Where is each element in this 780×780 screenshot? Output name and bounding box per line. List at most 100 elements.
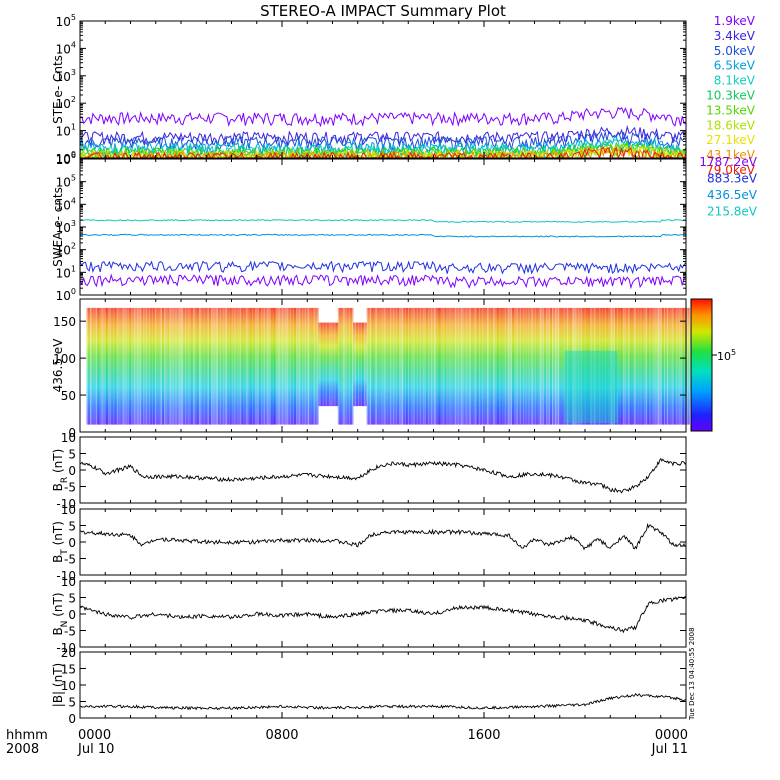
ytick-label: 0: [68, 464, 76, 478]
pad-strip: [413, 307, 416, 425]
pad-strip: [536, 307, 539, 425]
br-frame: [79, 436, 687, 504]
pad-strip: [306, 307, 309, 425]
pad-strip: [501, 307, 504, 425]
pad-strip: [595, 307, 598, 425]
pad-strip: [480, 307, 483, 425]
swea-frame: [79, 158, 687, 296]
pad-strip: [436, 307, 439, 425]
pad-strip: [686, 307, 689, 425]
legend-ste-item: 79.0keV: [706, 163, 756, 177]
pad-strip: [566, 307, 569, 425]
pad-strip: [351, 307, 354, 425]
ste-legend: 1.9keV3.4keV5.0keV6.5keV8.1keV10.3keV13.…: [706, 14, 756, 177]
ytick-label: 102: [56, 95, 76, 111]
pad-strip: [652, 307, 655, 425]
ytick-label: 10: [61, 575, 76, 589]
pad-strip: [393, 307, 396, 425]
pad-strip: [154, 307, 157, 425]
pad-strip: [625, 307, 628, 425]
pad-strip: [175, 307, 178, 425]
pad-strip: [665, 307, 668, 425]
pad-strip: [401, 307, 404, 425]
ytick-label: 0: [68, 536, 76, 550]
pad-strip: [463, 307, 466, 425]
pad-strip: [510, 307, 513, 425]
pad-strip: [572, 307, 575, 425]
pad-strip: [339, 307, 342, 425]
colorbar-label: 105: [717, 348, 736, 363]
ytick-label: -10: [56, 641, 76, 655]
ytick-label: 5: [68, 592, 76, 606]
pad-strip: [662, 307, 665, 425]
pad-strip: [349, 307, 352, 425]
pad-strip: [333, 322, 336, 407]
pad-strip: [525, 307, 528, 425]
ytick-label: 0: [68, 608, 76, 622]
pad-strip: [490, 307, 493, 425]
pad-strip: [322, 322, 325, 407]
pad-strip: [316, 307, 319, 425]
pad-strip: [407, 307, 410, 425]
ytick-label: 5: [68, 448, 76, 462]
pad-strip: [442, 307, 445, 425]
pad-strip: [212, 307, 215, 425]
pad-strip: [104, 307, 107, 425]
pad-strip: [624, 307, 627, 425]
pad-strip: [663, 307, 666, 425]
series-215.8eV: [79, 219, 686, 223]
pad-strip: [616, 307, 619, 425]
pad-strip: [546, 307, 549, 425]
pad-strip: [477, 307, 480, 425]
pad-strip: [471, 307, 474, 425]
pad-strip: [321, 322, 324, 407]
x-tick-label: 0800: [265, 728, 298, 743]
pad-strip: [290, 307, 293, 425]
pad-strip: [268, 307, 271, 425]
pad-strip: [440, 307, 443, 425]
legend-swea-item: 436.5eV: [707, 188, 758, 202]
pad-strip: [230, 307, 233, 425]
legend-swea-item: 883.3eV: [707, 172, 758, 186]
pad-strip: [606, 307, 609, 425]
pad-strip: [604, 307, 607, 425]
pad-strip: [496, 307, 499, 425]
pad-strip: [424, 307, 427, 425]
series-436.5eV: [79, 233, 687, 238]
ytick-label: 100: [53, 352, 76, 366]
pad-strip: [163, 307, 166, 425]
pad-strip: [253, 307, 256, 425]
colorbar-bar: [690, 298, 713, 432]
pad-strip: [636, 307, 639, 425]
pad-strip: [298, 307, 301, 425]
ytick-label: 105: [56, 13, 76, 29]
pad-strip: [271, 307, 274, 425]
panel-bn: 10 5 0 -5 -10 BN (nT): [51, 575, 687, 655]
pad-strip: [183, 307, 186, 425]
pad-strip: [574, 307, 577, 425]
pad-strip: [378, 307, 381, 425]
ytick-label: 104: [56, 40, 76, 56]
pad-strip: [539, 307, 542, 425]
pad-strip: [622, 307, 625, 425]
pad-strip: [443, 307, 446, 425]
pad-strip: [489, 307, 492, 425]
pad-strip: [265, 307, 268, 425]
pad-strip: [118, 307, 121, 425]
pad-strip: [431, 307, 434, 425]
pad-strip: [140, 307, 143, 425]
pad-strip: [639, 307, 642, 425]
pad-strip: [257, 307, 260, 425]
pad-strip: [125, 307, 128, 425]
pad-strip: [145, 307, 148, 425]
pad-strip: [537, 307, 540, 425]
ytick-label: 102: [56, 242, 76, 258]
pad-strip: [242, 307, 245, 425]
pad-strip: [324, 322, 327, 407]
pad-strip: [457, 307, 460, 425]
pad-strip: [213, 307, 216, 425]
pad-strip: [380, 307, 383, 425]
ytick-label: 100: [56, 150, 76, 166]
